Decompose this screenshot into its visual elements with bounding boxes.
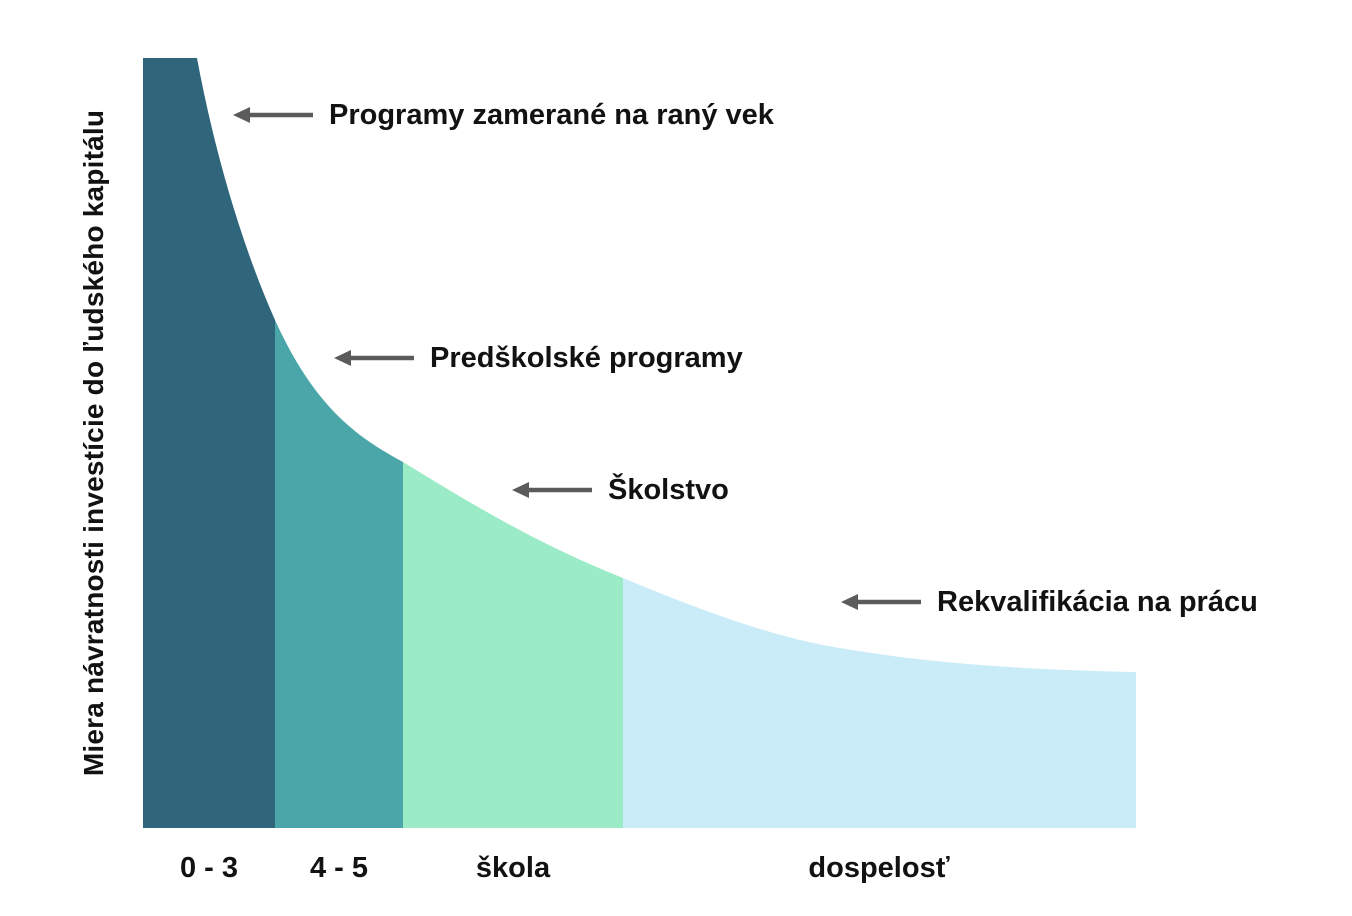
annotation-label: Programy zamerané na raný vek [329, 98, 774, 131]
annotation-preschool: Predškolské programy [334, 340, 743, 376]
x-axis-label-4-5: 4 - 5 [309, 852, 369, 884]
left-arrow-icon [512, 482, 592, 498]
return-curve-mask [197, 58, 1136, 672]
left-arrow-icon [233, 107, 313, 123]
x-axis-label-dospelost: dospelosť [808, 852, 950, 884]
annotation-label: Predškolské programy [430, 341, 743, 374]
left-arrow-icon [841, 594, 921, 610]
annotation-label: Rekvalifikácia na prácu [937, 585, 1258, 618]
left-arrow-icon [334, 350, 414, 366]
annotation-label: Školstvo [608, 473, 729, 506]
annotation-schooling: Školstvo [512, 472, 729, 508]
x-axis-label-skola: škola [475, 852, 551, 884]
y-axis-label: Miera návratnosti investície do ľudského… [78, 109, 109, 777]
annotation-early-age: Programy zamerané na raný vek [233, 97, 774, 133]
annotation-job-retraining: Rekvalifikácia na prácu [841, 584, 1258, 620]
x-axis-label-0-3: 0 - 3 [179, 852, 239, 884]
